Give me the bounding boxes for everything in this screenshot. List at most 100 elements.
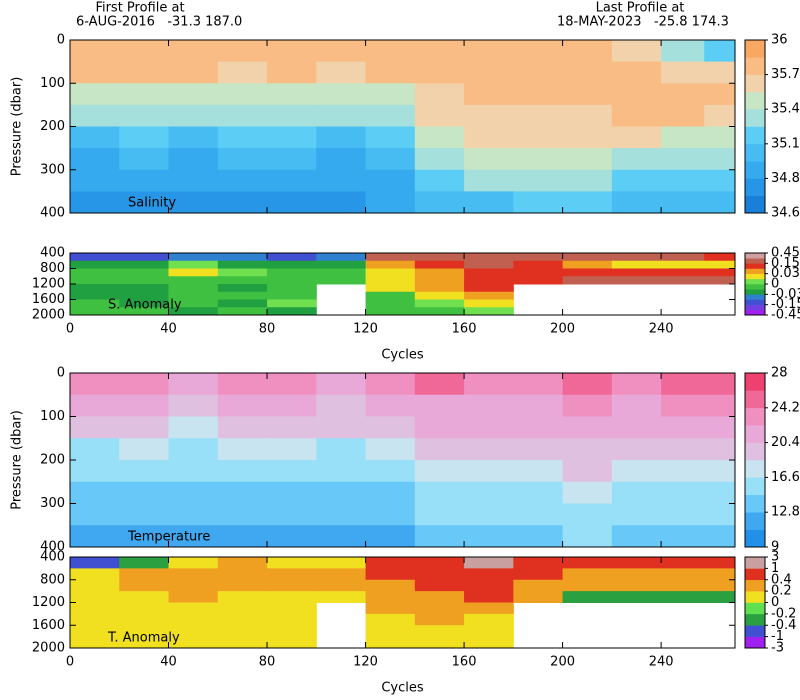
colorbar-band [745, 407, 765, 426]
y-tick-label: 1600 [32, 618, 65, 633]
cell [217, 61, 268, 84]
cell [661, 438, 705, 461]
cell [70, 416, 120, 439]
cell [513, 557, 564, 569]
cell [70, 568, 120, 581]
cell [168, 438, 219, 461]
x-tick-label: 80 [259, 655, 276, 670]
cell [365, 636, 416, 649]
cell [611, 568, 662, 581]
cell [513, 268, 564, 277]
cell [464, 253, 514, 262]
cell [661, 268, 705, 277]
y-tick-label: 300 [40, 496, 65, 511]
x-tick-label: 120 [353, 322, 378, 337]
cell [267, 104, 317, 127]
cell [267, 169, 317, 192]
cell [513, 83, 564, 106]
cell [119, 503, 170, 526]
y-tick-label: 100 [40, 409, 65, 424]
cell [217, 557, 268, 569]
cell [661, 61, 705, 84]
cell [70, 579, 120, 592]
cell [611, 104, 662, 127]
cell [661, 169, 705, 192]
cell [562, 394, 613, 417]
cell [611, 276, 662, 285]
y-tick-label: 400 [40, 206, 65, 221]
cell [365, 253, 416, 262]
cell [267, 591, 317, 603]
cell [119, 307, 170, 316]
y-tick-label: 200 [40, 119, 65, 134]
cell [168, 613, 219, 626]
x-tick-label: 240 [649, 655, 674, 670]
cell [217, 169, 268, 192]
colorbar-band [745, 289, 765, 295]
cell [168, 61, 219, 84]
colorbar-tick-label: -0.45 [771, 308, 800, 323]
cell [704, 481, 736, 504]
cell [414, 126, 465, 149]
cell [316, 579, 367, 592]
cell [119, 591, 170, 603]
cell [414, 291, 465, 300]
colorbar-band [745, 529, 765, 548]
cell [316, 416, 367, 439]
cell [267, 568, 317, 581]
cell [119, 416, 170, 439]
cell [704, 169, 736, 192]
cell [704, 40, 736, 63]
last-profile-label: Last Profile at [596, 1, 685, 16]
cell [464, 613, 514, 626]
cell [267, 525, 317, 548]
cell [365, 557, 416, 569]
cell [562, 126, 613, 149]
x-tick-label: 240 [649, 322, 674, 337]
cell [464, 460, 514, 483]
cell [70, 268, 120, 277]
cell [70, 253, 120, 262]
cell [611, 260, 662, 269]
colorbar-tick-label: -3 [771, 641, 784, 656]
cell [119, 61, 170, 84]
cell [513, 579, 564, 592]
cell [661, 260, 705, 269]
cell [217, 299, 268, 308]
colorbar-tick-label: 35.72 [771, 67, 800, 82]
colorbar-tick-label: -0.15 [771, 297, 800, 312]
cell [464, 169, 514, 192]
cell [611, 373, 662, 396]
cell [562, 438, 613, 461]
cell [464, 40, 514, 63]
cell [316, 126, 367, 149]
colorbar-band [745, 579, 765, 592]
cell [513, 126, 564, 149]
x-axis-label: Cycles [381, 681, 424, 696]
cell [562, 169, 613, 192]
cell [464, 481, 514, 504]
cell [70, 438, 120, 461]
cell [217, 253, 268, 262]
cell [611, 169, 662, 192]
cell [513, 460, 564, 483]
cell [611, 460, 662, 483]
cell [70, 591, 120, 603]
cell [119, 602, 170, 615]
cell [414, 83, 465, 106]
cell [267, 460, 317, 483]
cell [414, 276, 465, 285]
cell [513, 169, 564, 192]
cell [464, 568, 514, 581]
cell [611, 525, 662, 548]
cell [414, 503, 465, 526]
cell [611, 126, 662, 149]
cell [316, 394, 367, 417]
cell [562, 373, 613, 396]
colorbar-tick-label: 0 [771, 277, 779, 292]
cell [365, 625, 416, 638]
cell [414, 253, 465, 262]
cell [217, 568, 268, 581]
cell [365, 613, 416, 626]
colorbar-band [745, 263, 765, 269]
